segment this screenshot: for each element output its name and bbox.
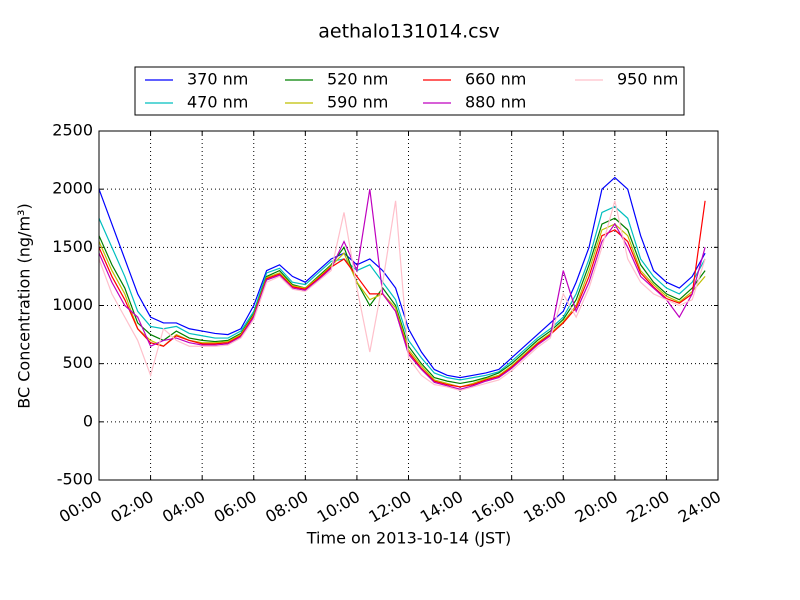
data-line <box>99 217 706 385</box>
x-axis-label: Time on 2013-10-14 (JST) <box>306 529 511 548</box>
y-tick-label: 500 <box>62 353 93 372</box>
y-tick-label: 2000 <box>52 179 93 198</box>
legend-label: 470 nm <box>187 93 248 112</box>
legend-label: 520 nm <box>327 70 388 89</box>
legend-label: 950 nm <box>617 70 678 89</box>
legend-label: 660 nm <box>465 70 526 89</box>
data-line <box>99 223 706 388</box>
data-line <box>99 176 706 379</box>
y-tick-label: 1500 <box>52 237 93 256</box>
y-tick-label: 2500 <box>52 121 93 140</box>
y-tick-label: -500 <box>57 470 93 489</box>
y-tick-label: 1000 <box>52 295 93 314</box>
plot-frame <box>98 130 719 481</box>
legend-label: 370 nm <box>187 70 248 89</box>
legend-label: 880 nm <box>465 93 526 112</box>
data-line <box>99 200 706 392</box>
chart-title: aethalo131014.csv <box>318 21 500 43</box>
legend-label: 590 nm <box>327 93 388 112</box>
data-line <box>99 205 706 381</box>
legend-box <box>134 66 685 116</box>
y-tick-label: 0 <box>83 411 93 430</box>
y-axis-label: BC Concentration (ng/m³) <box>15 203 34 408</box>
